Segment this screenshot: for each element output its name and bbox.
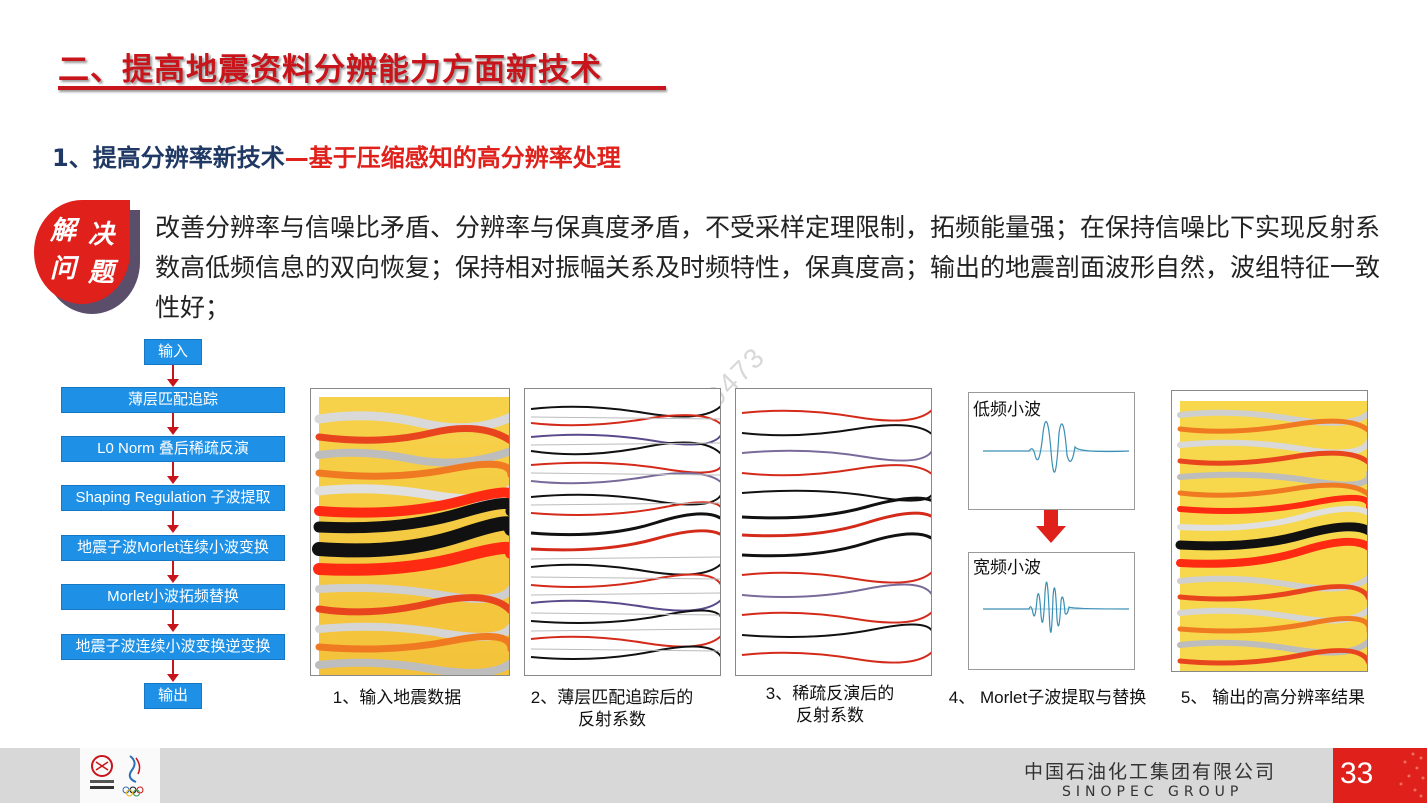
caption-3-line-2: 反射系数: [796, 706, 864, 725]
description-text: 改善分辨率与信噪比矛盾、分辨率与保真度矛盾，不受采样定理限制，拓频能量强；在保持…: [155, 213, 1381, 322]
caption-2: 2、薄层匹配追踪后的 反射系数: [512, 687, 712, 731]
flow-step-4: 地震子波Morlet连续小波变换: [61, 535, 285, 561]
caption-1: 1、输入地震数据: [332, 688, 462, 707]
down-arrow-icon: [1036, 510, 1066, 543]
flow-arrow: [167, 365, 179, 387]
caption-2-line-2: 反射系数: [578, 710, 646, 729]
caption-4: 4、 Morlet子波提取与替换: [948, 688, 1147, 707]
flow-arrow: [167, 561, 179, 583]
flow-step-2: L0 Norm 叠后稀疏反演: [61, 436, 285, 462]
flow-step-5: Morlet小波拓频替换: [61, 584, 285, 610]
solve-problem-badge: 解 决 问 题: [34, 200, 130, 304]
flow-step-1: 薄层匹配追踪: [61, 387, 285, 413]
high-resolution-output-panel: [1171, 390, 1368, 672]
flow-arrow: [167, 511, 179, 533]
low-frequency-wavelet-plot: 低频小波: [968, 392, 1135, 510]
flow-arrow: [167, 660, 179, 682]
subtitle-highlight: —基于压缩感知的高分辨率处理: [284, 144, 621, 172]
footer-bar: [0, 748, 1427, 803]
page-number-box: [1333, 748, 1427, 803]
caption-2-line-1: 2、薄层匹配追踪后的: [530, 688, 694, 707]
reflectivity-mp-panel: [524, 388, 721, 676]
badge-char-3: 问: [50, 254, 77, 284]
seismic-input-panel: [310, 388, 510, 676]
reflectivity-sparse-panel: [735, 388, 932, 676]
flow-output-box: 输出: [144, 683, 202, 709]
caption-3-line-1: 3、稀疏反演后的: [765, 684, 895, 703]
flow-step-3: Shaping Regulation 子波提取: [61, 485, 285, 511]
caption-5: 5、 输出的高分辨率结果: [1180, 688, 1366, 707]
subtitle-main: 1、提高分辨率新技术: [52, 144, 285, 172]
badge-char-1: 解: [50, 216, 77, 246]
flow-arrow: [167, 462, 179, 484]
company-name-en: SINOPEC GROUP: [1062, 784, 1244, 800]
slide-subtitle: 1、提高分辨率新技术—基于压缩感知的高分辨率处理: [52, 138, 621, 173]
badge-char-2: 决: [88, 220, 115, 250]
wide-frequency-wavelet-plot: 宽频小波: [968, 552, 1135, 670]
slide-title: 二、提高地震资料分辨能力方面新技术: [58, 52, 602, 88]
caption-3: 3、稀疏反演后的 反射系数: [740, 683, 920, 727]
flow-arrow: [167, 610, 179, 632]
flow-step-6: 地震子波连续小波变换逆变换: [61, 634, 285, 660]
flow-arrow: [167, 413, 179, 435]
flow-input-box: 输入: [144, 339, 202, 365]
wide-frequency-label: 宽频小波: [973, 558, 1041, 577]
low-frequency-label: 低频小波: [973, 400, 1041, 419]
sinopec-olympic-logo: [80, 748, 160, 803]
company-name-cn: 中国石油化工集团有限公司: [1024, 761, 1277, 783]
badge-char-4: 题: [88, 258, 115, 288]
title-underline: [58, 86, 666, 90]
page-number: 33: [1340, 757, 1374, 790]
